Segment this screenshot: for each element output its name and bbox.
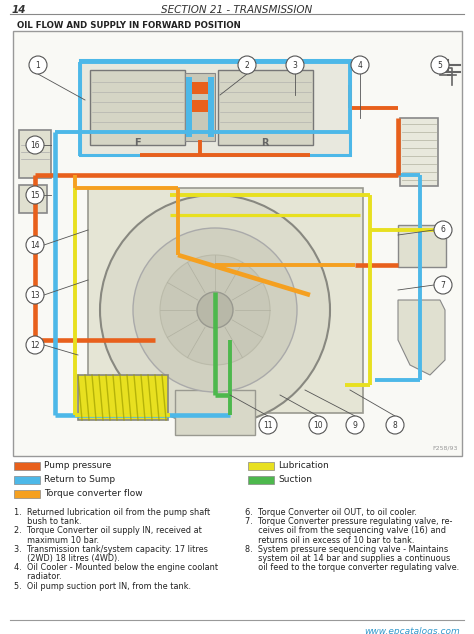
Text: Return to Sump: Return to Sump bbox=[44, 476, 115, 484]
Text: 1.  Returned lubrication oil from the pump shaft: 1. Returned lubrication oil from the pum… bbox=[14, 508, 210, 517]
Bar bbox=[218, 70, 313, 145]
Text: 6.  Torque Converter oil OUT, to oil cooler.: 6. Torque Converter oil OUT, to oil cool… bbox=[245, 508, 417, 517]
Text: Lubrication: Lubrication bbox=[278, 462, 329, 470]
Bar bbox=[88, 188, 363, 413]
Text: SECTION 21 - TRANSMISSION: SECTION 21 - TRANSMISSION bbox=[161, 5, 313, 15]
Text: 15: 15 bbox=[30, 190, 40, 200]
Text: 7.  Torque Converter pressure regulating valve, re-: 7. Torque Converter pressure regulating … bbox=[245, 517, 452, 526]
Text: Torque converter flow: Torque converter flow bbox=[44, 489, 143, 498]
Polygon shape bbox=[398, 300, 445, 375]
Bar bbox=[185, 73, 215, 141]
Bar bbox=[189, 100, 211, 112]
Circle shape bbox=[286, 56, 304, 74]
Text: 2: 2 bbox=[245, 60, 249, 70]
Bar bbox=[175, 390, 255, 435]
Text: Suction: Suction bbox=[278, 476, 312, 484]
Text: 5.  Oil pump suction port IN, from the tank.: 5. Oil pump suction port IN, from the ta… bbox=[14, 581, 191, 591]
Text: OIL FLOW AND SUPPLY IN FORWARD POSITION: OIL FLOW AND SUPPLY IN FORWARD POSITION bbox=[17, 21, 241, 30]
Text: 4: 4 bbox=[357, 60, 363, 70]
Circle shape bbox=[160, 255, 270, 365]
Text: 13: 13 bbox=[30, 290, 40, 299]
Circle shape bbox=[346, 416, 364, 434]
Text: (2WD) 18 litres (4WD).: (2WD) 18 litres (4WD). bbox=[14, 554, 120, 563]
Text: 14: 14 bbox=[30, 240, 40, 250]
Text: 6: 6 bbox=[440, 226, 446, 235]
Circle shape bbox=[100, 195, 330, 425]
Text: 12: 12 bbox=[30, 340, 40, 349]
Circle shape bbox=[26, 136, 44, 154]
Circle shape bbox=[434, 276, 452, 294]
Text: 3.  Transmission tank/system capacity: 17 litres: 3. Transmission tank/system capacity: 17… bbox=[14, 545, 208, 554]
Circle shape bbox=[26, 286, 44, 304]
Text: 11: 11 bbox=[263, 420, 273, 429]
Bar bbox=[398, 225, 446, 267]
Circle shape bbox=[26, 236, 44, 254]
Bar bbox=[80, 60, 350, 155]
Bar bbox=[80, 60, 350, 155]
Circle shape bbox=[29, 56, 47, 74]
Text: 8.  System pressure sequencing valve - Maintains: 8. System pressure sequencing valve - Ma… bbox=[245, 545, 448, 554]
Bar bbox=[248, 462, 274, 470]
Bar bbox=[14, 476, 40, 484]
Circle shape bbox=[26, 336, 44, 354]
Bar bbox=[19, 185, 47, 213]
Text: 14: 14 bbox=[12, 5, 27, 15]
Bar bbox=[248, 476, 274, 484]
Text: 4.  Oil Cooler - Mounted below the engine coolant: 4. Oil Cooler - Mounted below the engine… bbox=[14, 563, 218, 573]
Text: 8: 8 bbox=[392, 420, 397, 429]
Text: 1: 1 bbox=[36, 60, 40, 70]
Text: 3: 3 bbox=[292, 60, 298, 70]
Circle shape bbox=[238, 56, 256, 74]
Text: 7: 7 bbox=[440, 280, 446, 290]
Bar bbox=[19, 130, 51, 178]
Circle shape bbox=[309, 416, 327, 434]
Circle shape bbox=[434, 221, 452, 239]
Circle shape bbox=[197, 292, 233, 328]
Text: F258/93: F258/93 bbox=[432, 446, 458, 451]
Bar bbox=[189, 82, 211, 94]
Circle shape bbox=[26, 186, 44, 204]
Text: F: F bbox=[134, 138, 140, 148]
Circle shape bbox=[351, 56, 369, 74]
Text: bush to tank.: bush to tank. bbox=[14, 517, 82, 526]
Text: 10: 10 bbox=[313, 420, 323, 429]
Text: 2.  Torque Converter oil supply IN, received at: 2. Torque Converter oil supply IN, recei… bbox=[14, 526, 202, 535]
Bar bbox=[90, 70, 185, 145]
Text: 9: 9 bbox=[353, 420, 357, 429]
Text: maximum 10 bar.: maximum 10 bar. bbox=[14, 536, 99, 545]
Bar bbox=[78, 375, 168, 420]
Text: system oil at 14 bar and supplies a continuous: system oil at 14 bar and supplies a cont… bbox=[245, 554, 450, 563]
Circle shape bbox=[386, 416, 404, 434]
Bar bbox=[186, 77, 192, 137]
Text: returns oil in excess of 10 bar to tank.: returns oil in excess of 10 bar to tank. bbox=[245, 536, 414, 545]
Text: www.epcatalogs.com: www.epcatalogs.com bbox=[364, 627, 460, 634]
Bar bbox=[13, 31, 462, 456]
Text: radiator.: radiator. bbox=[14, 573, 62, 581]
Text: Pump pressure: Pump pressure bbox=[44, 462, 111, 470]
Text: oil feed to the torque converter regulating valve.: oil feed to the torque converter regulat… bbox=[245, 563, 459, 573]
Text: R: R bbox=[261, 138, 269, 148]
Text: 5: 5 bbox=[438, 60, 442, 70]
Bar bbox=[208, 77, 214, 137]
Circle shape bbox=[133, 228, 297, 392]
Text: ceives oil from the sequencing valve (16) and: ceives oil from the sequencing valve (16… bbox=[245, 526, 446, 535]
Text: 16: 16 bbox=[30, 141, 40, 150]
Bar bbox=[14, 462, 40, 470]
Circle shape bbox=[431, 56, 449, 74]
Circle shape bbox=[259, 416, 277, 434]
Bar bbox=[14, 490, 40, 498]
Bar bbox=[400, 118, 438, 186]
